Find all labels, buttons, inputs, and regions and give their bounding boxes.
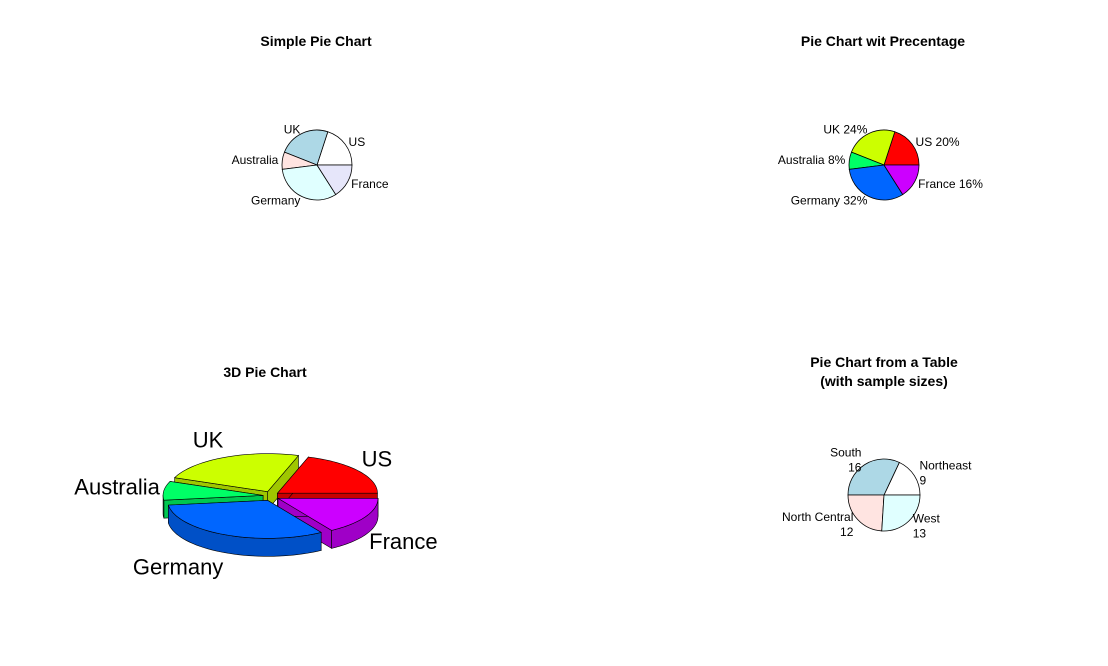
pie3d-label-us: US bbox=[362, 447, 393, 472]
pie-slice-northeast bbox=[883, 461, 921, 496]
slice-label-us: US bbox=[349, 135, 366, 149]
slice-label-germany: Germany bbox=[251, 193, 300, 207]
pie-table: Northeast 9 South 16 North Central 12 West 13 bbox=[782, 446, 972, 541]
slice-label-australia: Australia 8% bbox=[778, 153, 846, 167]
pie-slice-south bbox=[847, 458, 900, 496]
pie3d-label-germany: Germany bbox=[133, 554, 223, 579]
slice-label-northeast: Northeast 9 bbox=[919, 458, 972, 487]
slice-label-uk: UK bbox=[284, 123, 301, 137]
slice-label-us: US 20% bbox=[916, 135, 960, 149]
panel-percentage-pie: Pie Chart wit Precentage US 20% UK 24% Aus… bbox=[778, 33, 983, 207]
pie3d-top bbox=[173, 453, 300, 492]
panel-simple-pie: Simple Pie Chart US UK Australia Germany Fra… bbox=[232, 33, 389, 207]
pie3d-label-uk: UK bbox=[193, 428, 224, 453]
chart-title-simple: Simple Pie Chart bbox=[260, 33, 372, 49]
pie-slice-north bbox=[847, 494, 885, 532]
pie-slice-us bbox=[316, 131, 353, 166]
pie-percentage: US 20% UK 24% Australia 8% Germany 32% Franc… bbox=[778, 123, 983, 208]
slice-label-france: France 16% bbox=[918, 177, 983, 191]
pie-simple: US UK Australia Germany France bbox=[232, 123, 389, 208]
slice-label-south: South 16 bbox=[830, 446, 862, 475]
pie3d-label-australia: Australia bbox=[74, 474, 160, 499]
panel-3d-pie: 3D Pie Chart US UK Australia Germany France bbox=[74, 364, 437, 579]
slice-label-australia: Australia bbox=[232, 153, 279, 167]
pie-slice-france bbox=[316, 164, 353, 196]
slice-label-france: France bbox=[351, 177, 389, 191]
pie3d-top bbox=[276, 456, 378, 494]
pie3d-top bbox=[276, 498, 379, 531]
chart-title-percentage: Pie Chart wit Precentage bbox=[801, 33, 965, 49]
chart-title-table: Pie Chart from a Table bbox=[810, 354, 958, 370]
slice-label-uk: UK 24% bbox=[823, 123, 867, 137]
pie3d-slice-germany bbox=[167, 499, 322, 557]
pie-slice-france bbox=[883, 164, 920, 196]
pie-slice-us bbox=[883, 131, 920, 166]
pie3d-top bbox=[167, 500, 322, 539]
chart-title-3d: 3D Pie Chart bbox=[223, 364, 307, 380]
pie-slice-west bbox=[881, 494, 921, 532]
panel-table-pie: Pie Chart from a Table (with sample size… bbox=[782, 354, 972, 541]
slice-label-north: North Central 12 bbox=[782, 510, 854, 539]
slice-label-west: West 13 bbox=[913, 512, 941, 541]
chart-subtitle-table: (with sample sizes) bbox=[820, 373, 948, 389]
pie3d-label-france: France bbox=[369, 529, 437, 554]
slice-label-germany: Germany 32% bbox=[791, 193, 868, 207]
pie-3d: US UK Australia Germany France bbox=[74, 428, 437, 580]
pie3d-top bbox=[162, 481, 264, 501]
